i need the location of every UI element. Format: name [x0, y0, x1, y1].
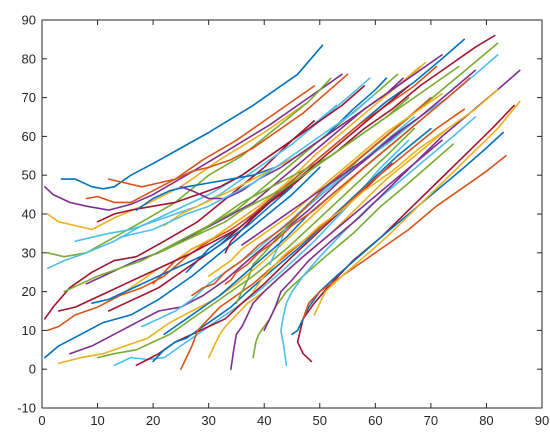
series-line-44 [191, 96, 432, 297]
y-tick-label: 80 [22, 51, 36, 66]
series-line-13 [113, 139, 410, 367]
series-line-10 [57, 143, 393, 365]
y-tick-label: 90 [22, 13, 36, 28]
y-tick-label: 50 [22, 168, 36, 183]
x-axis: 0 10 20 30 40 50 60 70 80 90 [38, 20, 549, 428]
y-tick-label: 10 [22, 323, 36, 338]
series-line-37 [107, 73, 349, 188]
series-layer [43, 34, 521, 371]
y-tick-label: 60 [22, 129, 36, 144]
series-line-11 [69, 124, 410, 355]
x-tick-label: 90 [535, 413, 549, 428]
x-tick-label: 20 [146, 413, 160, 428]
x-tick-label: 40 [257, 413, 271, 428]
y-tick-label: 20 [22, 284, 36, 299]
series-line-3 [46, 100, 310, 231]
series-line-12 [96, 127, 416, 359]
y-tick-label: -10 [17, 401, 36, 416]
series-line-36 [135, 77, 388, 211]
x-tick-label: 80 [479, 413, 493, 428]
series-line-2 [85, 85, 316, 204]
series-line-14 [135, 162, 393, 367]
x-tick-label: 0 [38, 413, 45, 428]
series-line-46 [241, 69, 477, 246]
y-axis: -10 0 10 20 30 40 50 60 70 80 90 [17, 13, 542, 416]
series-line-49 [57, 228, 238, 312]
y-tick-label: 30 [22, 245, 36, 260]
series-line-48 [119, 92, 377, 239]
series-line-45 [207, 92, 443, 277]
series-line-15 [152, 127, 432, 363]
y-tick-label: 0 [29, 362, 36, 377]
series-line-40 [191, 65, 460, 239]
x-tick-label: 10 [90, 413, 104, 428]
series-line-51 [224, 77, 471, 285]
series-line-4 [43, 73, 343, 211]
y-tick-label: 70 [22, 90, 36, 105]
x-tick-label: 70 [424, 413, 438, 428]
x-tick-label: 30 [201, 413, 215, 428]
series-line-52 [252, 89, 499, 293]
series-line-24 [313, 100, 521, 316]
series-line-47 [157, 96, 410, 254]
x-tick-label: 60 [368, 413, 382, 428]
series-line-1 [60, 44, 324, 190]
series-line-20 [280, 116, 477, 367]
series-line-16 [180, 108, 466, 371]
y-tick-label: 40 [22, 207, 36, 222]
series-line-18 [230, 139, 443, 371]
x-tick-label: 50 [313, 413, 327, 428]
series-line-19 [252, 143, 454, 359]
series-line-8 [43, 166, 321, 359]
series-line-50 [91, 186, 293, 305]
series-line-9 [46, 240, 210, 332]
series-line-35 [96, 85, 366, 223]
series-line-23 [302, 155, 507, 320]
series-line-42 [107, 85, 410, 312]
series-line-39 [180, 54, 443, 200]
